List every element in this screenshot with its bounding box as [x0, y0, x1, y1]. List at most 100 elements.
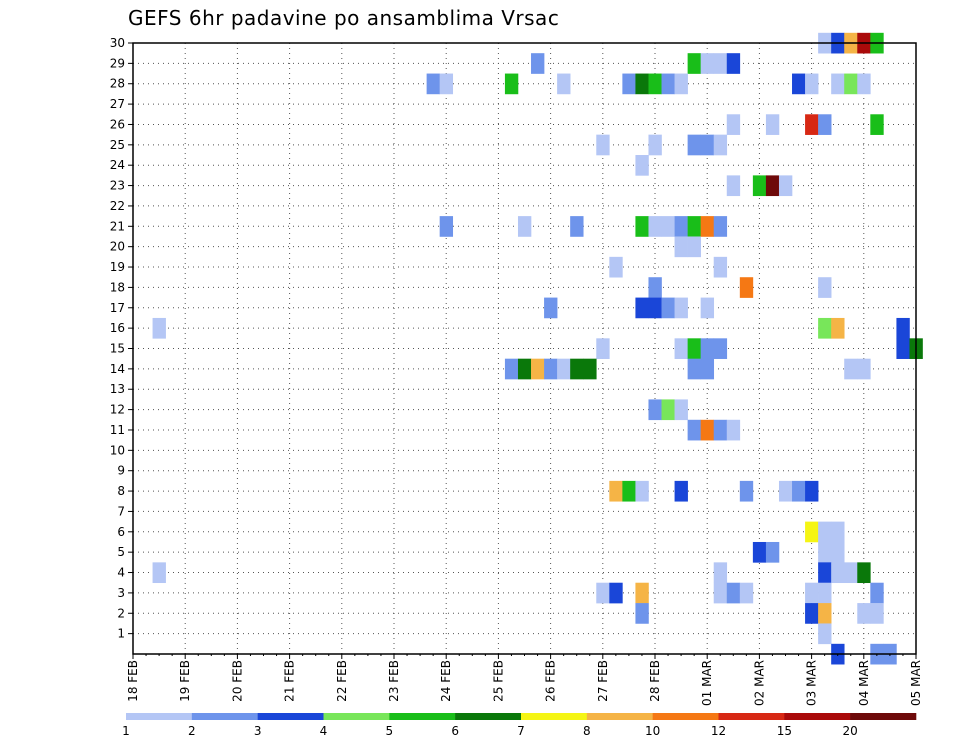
heatmap-cell	[504, 73, 519, 95]
legend-swatch	[389, 713, 456, 720]
heatmap-cell	[831, 562, 845, 584]
x-tick-label: 23 FEB	[387, 660, 401, 702]
legend-swatch	[718, 713, 785, 720]
heatmap-cell	[726, 419, 741, 441]
heatmap-cell	[870, 582, 884, 604]
heatmap-cell	[674, 338, 688, 359]
legend-label: 7	[517, 724, 525, 738]
heatmap-cell	[818, 114, 832, 135]
y-tick-label: 5	[117, 545, 125, 559]
heatmap-cell	[805, 480, 819, 502]
heatmap-cell	[635, 297, 649, 319]
y-tick-label: 27	[110, 97, 125, 111]
y-tick-label: 4	[117, 566, 125, 580]
heatmap-cell	[818, 603, 832, 624]
heatmap-cell	[700, 134, 715, 156]
y-tick-label: 7	[117, 504, 125, 518]
x-tick-label: 04 MAR	[857, 660, 871, 706]
heatmap-cell	[517, 358, 532, 380]
heatmap-cell	[713, 419, 728, 441]
y-tick-label: 13	[110, 382, 125, 396]
y-tick-label: 16	[110, 321, 125, 335]
heatmap-cell	[831, 541, 845, 563]
legend-label: 8	[583, 724, 591, 738]
heatmap-cell	[674, 236, 688, 258]
y-tick-label: 8	[117, 484, 125, 498]
heatmap-cell	[635, 582, 649, 604]
heatmap-cell	[596, 582, 610, 604]
heatmap-cell	[557, 358, 571, 380]
y-tick-label: 29	[110, 56, 125, 70]
heatmap-cell	[596, 338, 610, 359]
heatmap-cell	[831, 521, 845, 543]
heatmap-cell	[687, 338, 701, 359]
x-tick-label: 02 MAR	[752, 660, 766, 706]
y-tick-label: 22	[110, 199, 125, 213]
heatmap-cell	[739, 582, 754, 604]
y-tick-label: 28	[110, 77, 125, 91]
heatmap-cell	[648, 73, 662, 95]
heatmap-cell	[857, 73, 871, 95]
heatmap-cell	[713, 256, 728, 278]
legend-label: 6	[451, 724, 459, 738]
x-tick-label: 22 FEB	[335, 660, 349, 702]
heatmap-cell	[648, 399, 662, 421]
heatmap-cell	[792, 73, 806, 95]
heatmap-cell	[857, 358, 871, 380]
heatmap-cell	[557, 73, 571, 95]
legend-label: 10	[645, 724, 660, 738]
legend-label: 20	[843, 724, 858, 738]
heatmap-cell	[674, 297, 688, 319]
heatmap-cell	[661, 399, 675, 421]
heatmap-cell	[635, 216, 649, 237]
heatmap-cell	[674, 216, 688, 237]
heatmap-cell	[726, 114, 741, 135]
heatmap-cell	[765, 541, 780, 563]
heatmap-cell	[674, 480, 688, 502]
y-tick-label: 6	[117, 525, 125, 539]
y-tick-label: 26	[110, 117, 125, 131]
heatmap-cell	[687, 358, 701, 380]
legend-label: 2	[188, 724, 196, 738]
heatmap-cell	[609, 582, 623, 604]
x-tick-label: 27 FEB	[596, 660, 610, 702]
heatmap-cell	[870, 603, 884, 624]
heatmap-cell	[517, 216, 532, 237]
legend-swatch	[652, 713, 719, 720]
legend-swatch	[191, 713, 258, 720]
heatmap-cell	[857, 603, 871, 624]
heatmap-cell	[805, 603, 819, 624]
x-tick-label: 19 FEB	[178, 660, 192, 702]
heatmap-cell	[661, 73, 675, 95]
heatmap-cell	[531, 358, 545, 380]
heatmap-cell	[674, 73, 688, 95]
y-tick-label: 11	[110, 423, 125, 437]
heatmap-cell	[818, 521, 832, 543]
heatmap-cell	[896, 338, 910, 359]
x-tick-label: 05 MAR	[909, 660, 923, 706]
heatmap-cell	[583, 358, 597, 380]
heatmap-cell	[544, 297, 558, 319]
legend-label: 3	[254, 724, 262, 738]
heatmap-cell	[805, 521, 819, 543]
y-tick-label: 19	[110, 260, 125, 274]
heatmap-cell	[818, 623, 832, 645]
legend-swatch	[850, 713, 917, 720]
heatmap-cell	[818, 541, 832, 563]
heatmap-cell	[648, 216, 662, 237]
heatmap-cell	[544, 358, 558, 380]
y-tick-label: 18	[110, 280, 125, 294]
heatmap-cell	[844, 562, 858, 584]
x-tick-label: 03 MAR	[805, 660, 819, 706]
y-tick-label: 15	[110, 342, 125, 356]
heatmap-cell	[622, 73, 636, 95]
heatmap-cell	[857, 562, 871, 584]
x-tick-label: 18 FEB	[126, 660, 140, 702]
heatmap-cell	[622, 480, 636, 502]
heatmap-cell	[609, 480, 623, 502]
heatmap-cell	[570, 216, 584, 237]
heatmap-cell	[896, 317, 910, 339]
legend-label: 12	[711, 724, 726, 738]
x-tick-label: 01 MAR	[700, 660, 714, 706]
